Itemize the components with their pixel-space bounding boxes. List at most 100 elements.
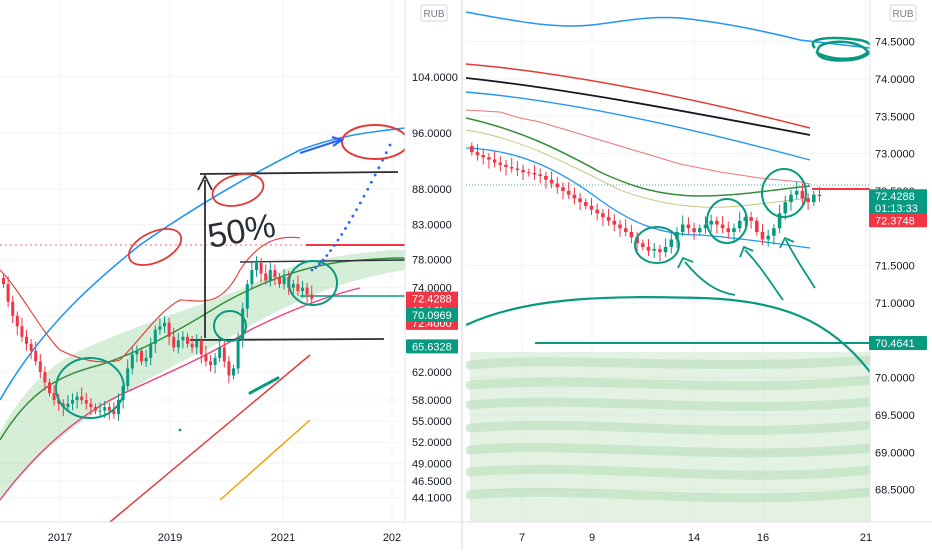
candle [812,191,816,206]
price-tag-label: 70.4641 [875,338,915,350]
left-red-circle-3 [341,124,405,160]
candle [209,354,212,372]
candle [498,155,503,172]
projection-dot [381,158,384,162]
candle [532,165,537,180]
y-tick-label: 104.0000 [412,72,458,84]
x-tick-label: 9 [589,532,595,544]
candle [749,211,753,229]
candle [6,276,10,308]
candle [755,217,759,236]
left-level-top [199,171,399,175]
right-red-band [466,63,811,129]
left-dotted-projection [310,143,392,272]
right-green-scribble [811,36,870,62]
candle [806,192,810,210]
y-tick-label: 70.0000 [875,373,915,385]
candle [777,204,782,234]
projection-dot [340,232,344,236]
candle [186,333,189,348]
candle [222,340,226,368]
price-tag: 72.3748 [869,213,927,228]
right-green-ma [466,117,811,197]
candle [703,216,708,234]
x-tick-label: 14 [688,532,700,544]
candle [130,347,134,375]
candle [241,302,245,348]
candle [172,327,176,352]
candle [75,391,79,409]
candle [38,354,42,379]
left-green-dot [178,428,182,432]
candle [652,243,656,258]
candle [190,335,194,353]
right-green-circle-1 [634,226,680,264]
x-tick-label: 16 [757,532,769,544]
right-price-axis: 74.500074.000073.500073.000072.500071.50… [875,37,915,497]
candle [15,311,19,336]
candle [584,198,588,210]
candle [250,261,254,289]
candle [199,336,203,364]
left-green-circle-2 [213,310,247,342]
candle [492,151,497,168]
left-orange-trendline [219,419,311,501]
projection-dot [318,262,321,266]
x-tick-label: 2017 [48,532,72,544]
candle [794,181,799,199]
y-tick-label: 73.0000 [875,149,915,161]
right-green-circle-3 [761,168,807,218]
candle [732,223,736,241]
candle [789,189,793,211]
x-tick-label: 21 [860,532,872,544]
left-green-circle-3 [288,260,338,306]
price-tag: 65.6328 [406,339,464,354]
candle [709,214,713,232]
candle [720,216,725,234]
price-tag-label: 70.0969 [412,310,452,322]
left-time-axis: 2017 2019 2021 202 [48,532,401,544]
right-green-shading [466,352,870,522]
candle [176,333,180,354]
price-tag-label: 72.3748 [875,215,915,227]
candle [195,334,199,355]
right-chart-panel: 74.500074.000073.500073.000072.500071.50… [466,0,927,544]
candle [310,285,314,304]
candle [527,168,531,177]
candle [618,219,622,237]
candle [686,217,691,235]
left-percent-annotation: 50% [205,207,279,256]
left-chart-panel: 50% 104.0000 96.0000 88.0000 83.0000 78.0000… [0,0,464,544]
candle [783,195,788,220]
candle [98,402,102,417]
candle [204,345,208,367]
y-tick-label: 73.5000 [875,111,915,123]
y-tick-label: 68.5000 [875,485,915,497]
right-step-red-ma [466,109,811,185]
projection-dot [336,238,340,242]
candle [658,244,662,262]
candle [20,317,24,342]
candle [772,224,776,245]
price-tag-label: 65.6328 [412,341,452,353]
projection-dot [347,220,351,224]
candle [669,232,674,254]
left-candles [2,256,314,421]
projection-dot [366,187,370,191]
price-tag: 70.4641 [869,335,927,350]
candle [680,215,685,237]
price-tag-label: 72.4288 [412,294,452,306]
projection-dot [344,227,347,230]
projection-dot [314,266,318,270]
candle [153,325,157,353]
right-time-axis: 7 9 14 16 21 [519,532,872,544]
x-tick-label: 2019 [158,532,182,544]
candle [601,209,605,227]
candle [126,359,130,391]
candle [232,364,235,380]
candle [181,331,185,349]
y-tick-label: 49.0000 [412,458,452,470]
